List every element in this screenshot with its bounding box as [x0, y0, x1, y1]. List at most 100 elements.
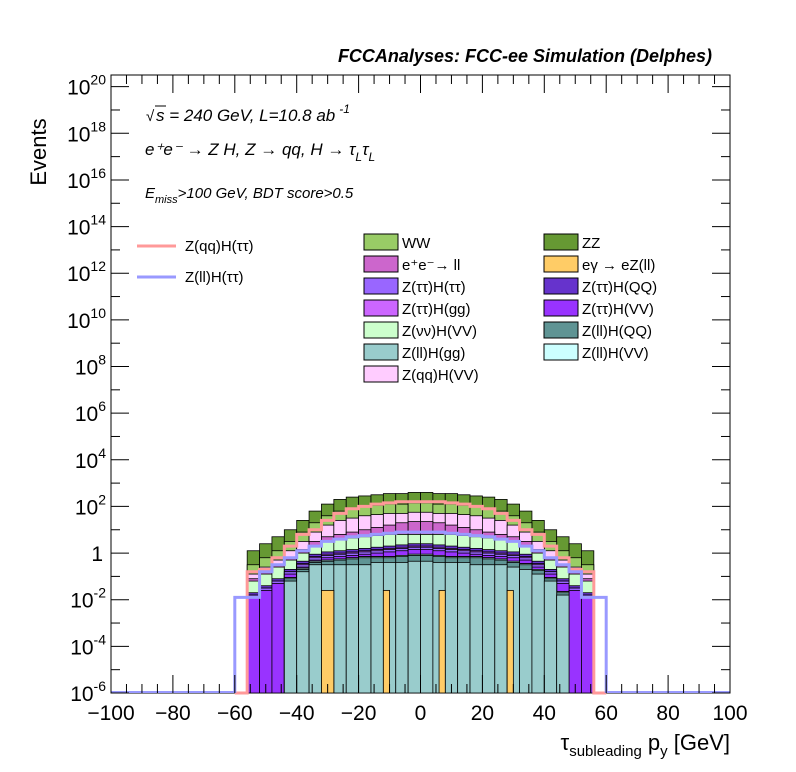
y-tick-label-9: 102: [75, 491, 106, 519]
bar-z-ll-h-gg-25: [556, 594, 570, 694]
x-tick-label-8: 60: [595, 702, 618, 725]
x-axis-label-sub: subleading: [569, 743, 642, 760]
bar-z-ll-h-gg-3: [283, 580, 298, 694]
bar-z-ll-h-gg-19: [481, 564, 496, 694]
x-axis-label-p: p: [642, 730, 660, 755]
signal-z-qq-h: [234, 500, 607, 695]
legend-label-z-ll-h: Z(ll)H(ττ): [185, 269, 244, 286]
x-tick-label-1: −80: [155, 702, 191, 725]
bar-z-ll-h-gg-9: [358, 564, 372, 694]
y-tick-label-0: 1020: [67, 72, 106, 100]
legend-label-z-ll-h-vv: Z(ll)H(VV): [582, 345, 649, 362]
y-tick-label-3: 1014: [67, 212, 106, 240]
legend-label-z-h-gg: Z(ττ)H(gg): [402, 301, 471, 318]
bar-z-h-vv-27: [581, 596, 595, 694]
x-tick-label-2: −60: [217, 702, 253, 725]
legend-swatch-ww: [363, 233, 399, 251]
y-tick-label-5: 1010: [67, 305, 106, 333]
x-axis-label: τsubleading py [GeV]: [561, 730, 730, 760]
y-tick-label-4: 1012: [67, 258, 106, 286]
bar-z-ll-h-gg-13: [407, 560, 421, 694]
signal-z-ll-h: [233, 530, 608, 693]
annotation-energy-lumi: s = 240 GeV, L=10.8 ab -1: [156, 102, 350, 125]
axes: −100 −80 −60 −40 −20 0 20 40 60 80 100 1020 1018 1016…: [67, 72, 747, 725]
legend-swatch-z-ll-h-gg: [363, 343, 399, 361]
annotation-cuts: Emiss>100 GeV, BDT score>0.5: [145, 185, 354, 206]
x-tick-label-10: 100: [712, 702, 747, 725]
legend-swatch-z-h-vv: [543, 299, 579, 317]
bar-z-ll-h-gg-4: [296, 571, 310, 694]
bar-z-ll-h-gg-23: [531, 573, 545, 694]
legend-swatch-z-ll-h-qq: [543, 321, 579, 339]
y-tick-label-8: 104: [75, 445, 106, 473]
y-tick-label-1: 1018: [67, 118, 106, 146]
narrow-bar-1: [382, 589, 390, 694]
signal-histograms: [111, 500, 730, 695]
y-tick-label-7: 106: [75, 398, 106, 426]
narrow-bar-3: [506, 589, 514, 694]
bar-z-ll-h-gg-22: [519, 569, 533, 694]
x-tick-label-9: 80: [656, 702, 679, 725]
legend-swatch-e-e-ll: [363, 255, 399, 273]
annotation-process: e⁺e⁻ → Z H, Z → qq, H → τLτL: [145, 140, 375, 164]
annotation-sqrt: √: [146, 108, 155, 125]
legend-swatch-e-ez-ll: [543, 255, 579, 273]
legend-label-z-h-vv: Z(ττ)H(VV): [582, 301, 654, 318]
y-axis-label: Events: [26, 118, 51, 185]
legend-label-z-ll-h-gg: Z(ll)H(gg): [402, 345, 465, 362]
legend-swatch-z-h-gg: [363, 299, 399, 317]
bar-z-ll-h-gg-12: [395, 562, 409, 694]
y-tick-label-13: 10-6: [70, 678, 106, 706]
legend-label-z-qq-h-vv: Z(qq)H(VV): [402, 367, 479, 384]
x-tick-label-3: −40: [279, 702, 315, 725]
chart-header-title: FCCAnalyses: FCC-ee Simulation (Delphes): [338, 46, 712, 66]
x-tick-label-0: −100: [87, 702, 134, 725]
x-tick-label-6: 20: [471, 702, 494, 725]
legend-label-ww: WW: [402, 235, 431, 252]
stacked-histogram: [246, 492, 595, 694]
bar-z-ll-h-gg-5: [308, 564, 322, 694]
bar-z-h-vv-0: [246, 596, 260, 694]
y-tick-label-2: 1016: [67, 165, 106, 193]
y-tick-label-12: 10-4: [70, 631, 106, 659]
legend: Z(qq)H(ττ) Z(ll)H(ττ) WW e⁺e⁻→ ll Z(ττ)H(ττ)…: [137, 233, 657, 384]
bar-z-h-vv-26: [568, 589, 582, 694]
legend-label-e-e-ll: e⁺e⁻→ ll: [402, 257, 460, 274]
legend-label-z-h-vv: Z(νν)H(VV): [402, 323, 477, 340]
legend-label-z-qq-h: Z(qq)H(ττ): [185, 238, 254, 255]
legend-label-zz: ZZ: [582, 235, 600, 252]
bar-z-ll-h-gg-14: [420, 560, 434, 694]
x-tick-label-5: 0: [415, 702, 427, 725]
bar-z-ll-h-gg-7: [333, 564, 347, 694]
x-axis-label-tau: τ: [561, 730, 570, 755]
narrow-bar-2: [438, 589, 446, 694]
bar-z-ll-h-gg-10: [370, 562, 384, 694]
bar-z-h-vv-1: [259, 589, 273, 694]
legend-swatch-z-ll-h-vv: [543, 343, 579, 361]
bar-z-ll-h-gg-20: [494, 564, 508, 694]
x-axis-label-unit: [GeV]: [668, 730, 730, 755]
y-tick-label-10: 1: [91, 543, 103, 566]
bar-z-h-vv-2: [271, 582, 285, 694]
legend-label-z-h-qq: Z(ττ)H(QQ): [582, 279, 657, 296]
narrow-bar-0: [321, 589, 335, 694]
y-tick-label-11: 10-2: [70, 585, 106, 613]
bar-z-ll-h-gg-18: [469, 564, 483, 694]
legend-swatch-z-qq-h-vv: [363, 365, 399, 383]
legend-swatch-z-h-qq: [543, 277, 579, 295]
y-tick-label-6: 108: [75, 352, 106, 380]
legend-label-e-ez-ll: eγ → eZ(ll): [582, 257, 655, 274]
legend-label-z-h: Z(ττ)H(ττ): [402, 279, 466, 296]
narrow-bins: [321, 589, 514, 694]
legend-swatch-z-h-vv: [363, 321, 399, 339]
bar-z-ll-h-gg-17: [457, 562, 471, 694]
annotations: √ s = 240 GeV, L=10.8 ab -1 e⁺e⁻ → Z H, Z…: [145, 102, 375, 206]
bar-z-ll-h-gg-24: [543, 580, 558, 694]
x-axis-label-sub2: y: [660, 743, 668, 760]
bar-z-ll-h-gg-16: [444, 562, 459, 694]
bar-z-ll-h-gg-8: [345, 564, 360, 694]
legend-swatch-zz: [543, 233, 579, 251]
legend-swatch-z-h: [363, 277, 399, 295]
x-tick-label-7: 40: [533, 702, 556, 725]
